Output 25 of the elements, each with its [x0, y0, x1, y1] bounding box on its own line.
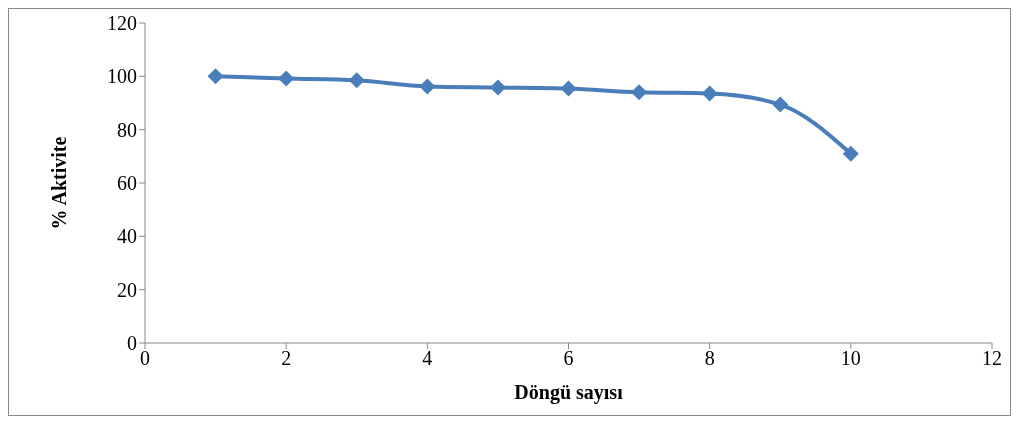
y-tick-label: 20 — [117, 278, 137, 301]
point — [560, 80, 577, 97]
x-axis-title: Döngü sayısı — [514, 381, 624, 404]
point — [772, 96, 789, 113]
y-tick-label: 0 — [127, 332, 137, 355]
y-tick-label: 80 — [117, 118, 137, 141]
x-tick-label: 6 — [563, 347, 574, 370]
point — [842, 145, 859, 162]
point — [278, 70, 295, 87]
point — [207, 68, 224, 85]
point — [348, 72, 365, 89]
x-tick-label: 4 — [422, 347, 433, 370]
y-tick-label: 120 — [107, 12, 137, 35]
point — [489, 79, 506, 96]
point — [631, 84, 648, 101]
x-tick-label: 10 — [840, 347, 861, 370]
x-tick-label: 12 — [982, 347, 1002, 370]
y-axis-title: % Aktivite — [48, 136, 71, 230]
y-tick-label: 60 — [117, 172, 137, 195]
x-tick-label: 8 — [704, 347, 715, 370]
y-tick-label: 100 — [107, 65, 137, 88]
point — [419, 78, 436, 95]
y-tick-label: 40 — [117, 225, 137, 248]
point — [701, 85, 718, 102]
x-tick-label: 2 — [281, 347, 292, 370]
